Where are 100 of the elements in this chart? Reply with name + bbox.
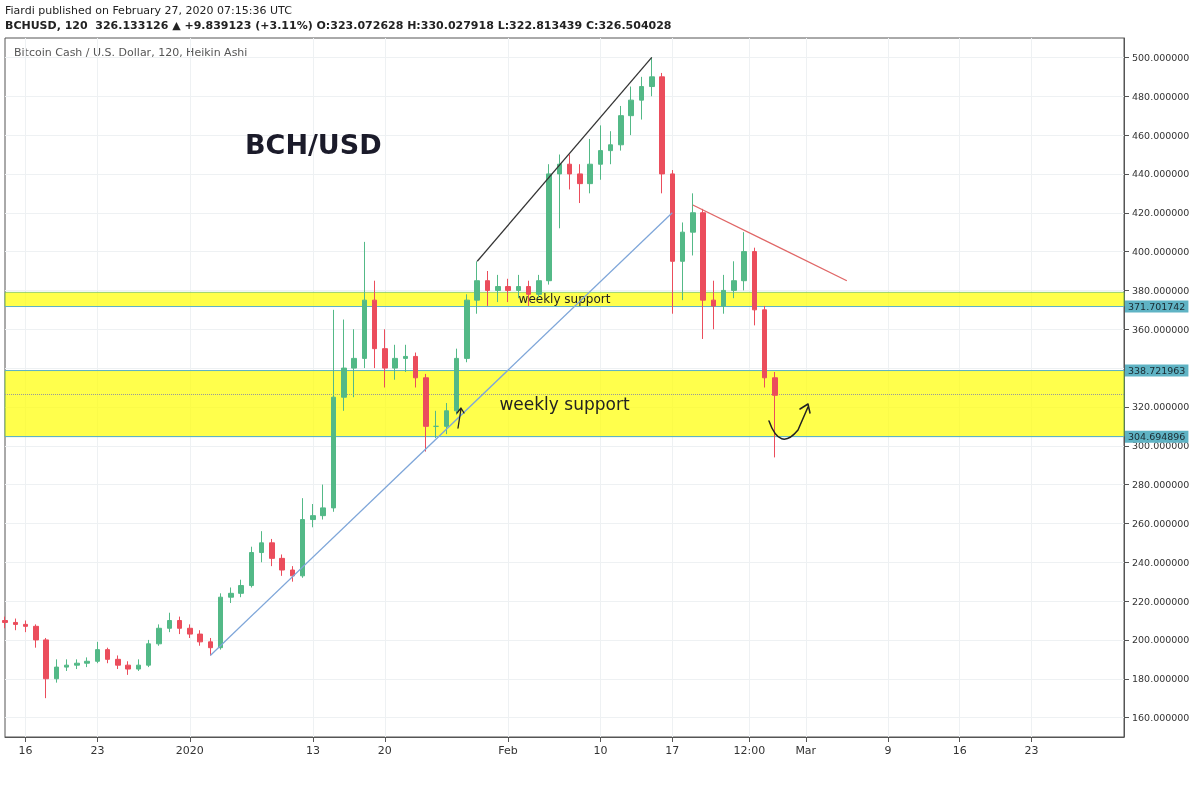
- candlestick: [680, 221, 685, 301]
- candlestick: [752, 247, 757, 326]
- candlestick: [474, 260, 480, 315]
- candlestick: [618, 105, 624, 152]
- candlestick: [23, 620, 28, 633]
- candlestick: [249, 546, 254, 588]
- x-tick-label: 23: [90, 744, 105, 757]
- candlestick: [741, 231, 747, 291]
- candlestick: [95, 641, 100, 664]
- candlestick: [228, 586, 234, 604]
- text: BCHUSD, 120 326.133126 ▲ +9.839123 (+3.11%) O:323.072628 H:330.027918 L:322.813439 C:326.504028: [5, 19, 672, 32]
- candlestick: [403, 344, 408, 373]
- candlestick: [423, 373, 429, 453]
- y-tick-label: 320.000000: [1132, 401, 1190, 413]
- candlestick: [413, 352, 418, 388]
- candlestick: [762, 305, 767, 388]
- candlestick: [177, 616, 182, 635]
- candlestick: [146, 639, 151, 668]
- y-tick-label: 360.000000: [1132, 323, 1190, 335]
- y-tick-label: 260.000000: [1132, 517, 1190, 529]
- candlestick: [208, 637, 213, 656]
- x-tick-label: 9: [884, 744, 892, 757]
- candlestick: [505, 278, 511, 303]
- y-tick-label: 300.000000: [1132, 440, 1190, 452]
- candlestick: [351, 328, 357, 398]
- candlestick: [392, 344, 398, 381]
- candlestick: [700, 208, 706, 340]
- x-tick-label: 16: [952, 744, 967, 757]
- x-tick-label: 23: [1024, 744, 1039, 757]
- x-tick-label: Mar: [795, 744, 817, 757]
- candlestick: [341, 319, 347, 412]
- candlestick: [731, 260, 737, 299]
- candlestick: [690, 192, 696, 256]
- ref-line-label: 371.701742: [1128, 301, 1186, 313]
- candlestick: [372, 280, 377, 369]
- candlestick: [495, 274, 501, 303]
- y-tick-label: 400.000000: [1132, 246, 1190, 258]
- candlestick: [13, 618, 18, 631]
- candlestick: [259, 530, 264, 563]
- y-tick-label: 380.000000: [1132, 284, 1190, 296]
- x-tick-label: 16: [18, 744, 33, 757]
- candlestick: [279, 553, 285, 577]
- candlestick: [639, 76, 644, 121]
- ref-line-label: 338.721963: [1128, 365, 1186, 377]
- candlestick: [197, 629, 203, 647]
- candlestick: [659, 72, 665, 194]
- candlestick: [33, 623, 39, 649]
- x-tick-label: Feb: [498, 744, 518, 757]
- y-tick-label: 160.000000: [1132, 712, 1190, 724]
- candlestick: [546, 163, 552, 286]
- text: BCH/USD: [245, 129, 382, 160]
- candlestick: [598, 124, 603, 181]
- y-tick-label: 480.000000: [1132, 90, 1190, 102]
- y-tick-label: 500.000000: [1132, 51, 1190, 63]
- candlestick: [187, 623, 193, 639]
- y-tick-label: 280.000000: [1132, 479, 1190, 491]
- candlestick: [433, 410, 439, 439]
- candlestick: [54, 658, 59, 684]
- candlestick: [772, 371, 778, 458]
- band-label: weekly support: [499, 393, 630, 414]
- candlestick: [300, 497, 305, 579]
- candlestick: [516, 274, 521, 299]
- x-tick-label: 2020: [175, 744, 204, 757]
- candlestick: [310, 503, 316, 528]
- candlestick: [444, 402, 449, 435]
- candlestick: [290, 565, 295, 583]
- candlestick: [74, 658, 80, 670]
- text: Fiardi published on February 27, 2020 07:15:36 UTC: [5, 4, 293, 17]
- candlestick: [485, 270, 490, 307]
- x-tick-label: 17: [665, 744, 680, 757]
- x-tick-label: 13: [305, 744, 320, 757]
- y-tick-label: 220.000000: [1132, 595, 1190, 607]
- candlestick: [567, 154, 572, 190]
- y-tick-label: 180.000000: [1132, 673, 1190, 685]
- candlestick: [43, 637, 49, 699]
- candlestick: [331, 309, 336, 513]
- y-tick-label: 240.000000: [1132, 556, 1190, 568]
- annotation: Bitcoin Cash / U.S. Dollar, 120, Heikin Ashi: [14, 46, 248, 59]
- y-tick-label: 200.000000: [1132, 634, 1190, 646]
- candlestick: [608, 130, 613, 165]
- candlestick: [454, 348, 459, 416]
- candlestick: [64, 658, 69, 672]
- candlestick: [721, 274, 726, 315]
- candlestick: [362, 241, 367, 369]
- candlestick: [557, 154, 562, 229]
- y-tick-label: 420.000000: [1132, 207, 1190, 219]
- candlestick: [577, 163, 583, 204]
- x-tick-label: 12:00: [733, 744, 766, 757]
- candlestick: [2, 616, 8, 629]
- candlestick: [115, 654, 121, 670]
- candlestick: [105, 647, 110, 664]
- candlestick: [464, 293, 470, 363]
- candlestick: [382, 328, 388, 388]
- candlestick: [320, 484, 326, 521]
- candlestick: [628, 86, 634, 136]
- candlestick: [238, 579, 244, 598]
- ref-line-label: 304.694896: [1128, 431, 1186, 443]
- candlestick: [649, 56, 655, 97]
- x-tick-label: 20: [377, 744, 392, 757]
- candlestick: [711, 280, 716, 330]
